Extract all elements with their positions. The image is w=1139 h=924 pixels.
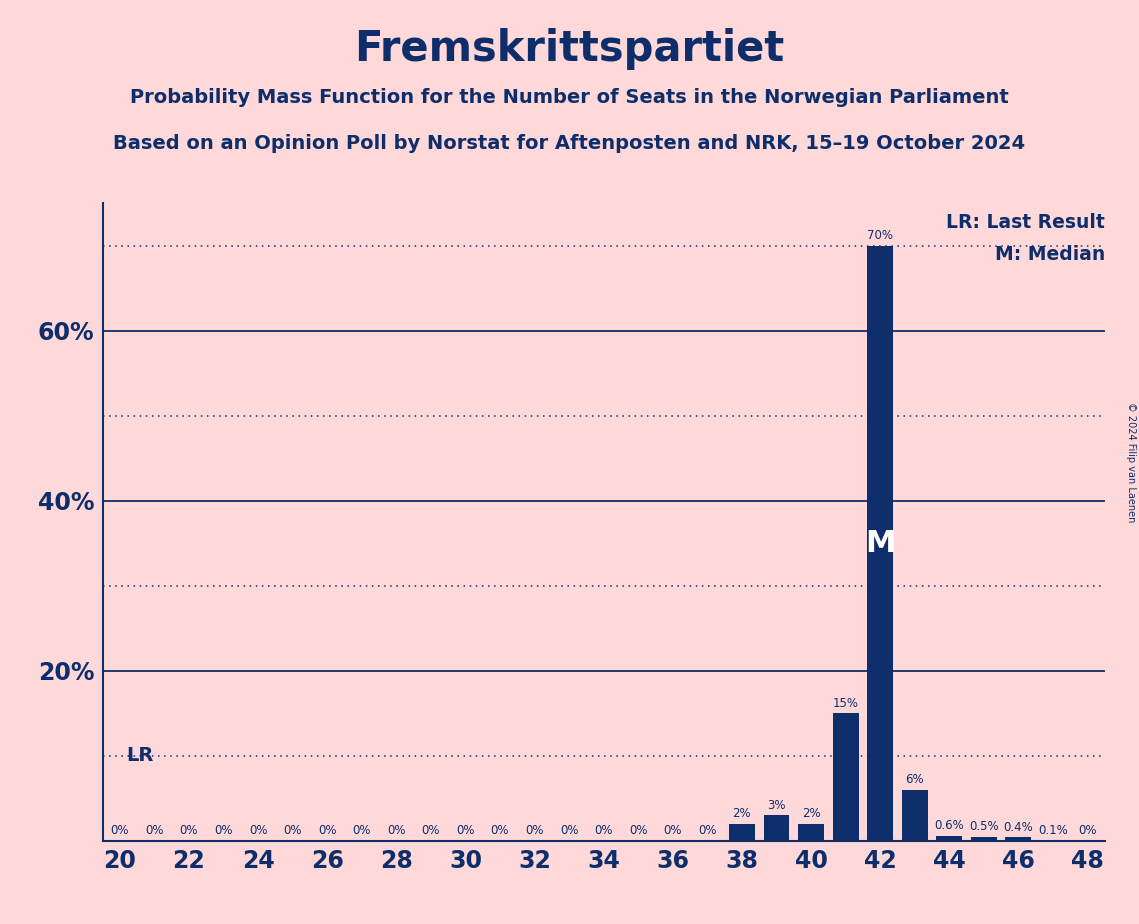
Text: 0%: 0% (214, 824, 232, 837)
Text: 0%: 0% (525, 824, 543, 837)
Text: Fremskrittspartiet: Fremskrittspartiet (354, 28, 785, 69)
Text: 0%: 0% (1079, 824, 1097, 837)
Bar (833, 713, 859, 841)
Text: 0%: 0% (248, 824, 268, 837)
Text: 15%: 15% (833, 697, 859, 710)
Text: 0%: 0% (110, 824, 129, 837)
Text: Probability Mass Function for the Number of Seats in the Norwegian Parliament: Probability Mass Function for the Number… (130, 88, 1009, 107)
Bar (763, 815, 789, 841)
Bar (902, 790, 927, 841)
Text: 0%: 0% (318, 824, 336, 837)
Text: 2%: 2% (802, 808, 820, 821)
Bar (798, 824, 823, 841)
Text: 2%: 2% (732, 808, 752, 821)
Bar (936, 835, 962, 841)
Text: 0%: 0% (421, 824, 440, 837)
Text: 0%: 0% (387, 824, 405, 837)
Text: 0%: 0% (180, 824, 198, 837)
Text: 0%: 0% (491, 824, 509, 837)
Text: 0.5%: 0.5% (969, 821, 999, 833)
Text: 0%: 0% (145, 824, 164, 837)
Text: LR: Last Result: LR: Last Result (947, 213, 1105, 232)
Bar (867, 246, 893, 841)
Text: 0.6%: 0.6% (934, 820, 965, 833)
Text: LR: LR (126, 747, 154, 765)
Text: 0%: 0% (560, 824, 579, 837)
Text: 70%: 70% (867, 229, 893, 242)
Text: 0%: 0% (629, 824, 647, 837)
Text: 3%: 3% (768, 799, 786, 812)
Text: 0%: 0% (284, 824, 302, 837)
Text: Based on an Opinion Poll by Norstat for Aftenposten and NRK, 15–19 October 2024: Based on an Opinion Poll by Norstat for … (114, 134, 1025, 153)
Text: M: Median: M: Median (994, 245, 1105, 263)
Bar (1006, 837, 1032, 841)
Text: 0%: 0% (595, 824, 613, 837)
Text: 0.4%: 0.4% (1003, 821, 1033, 834)
Text: M: M (865, 529, 895, 558)
Text: 0%: 0% (352, 824, 371, 837)
Bar (729, 824, 755, 841)
Text: 0.1%: 0.1% (1038, 823, 1068, 836)
Text: © 2024 Filip van Laenen: © 2024 Filip van Laenen (1125, 402, 1136, 522)
Text: 0%: 0% (698, 824, 716, 837)
Text: 6%: 6% (906, 773, 924, 786)
Text: 0%: 0% (664, 824, 682, 837)
Bar (970, 836, 997, 841)
Text: 0%: 0% (456, 824, 475, 837)
